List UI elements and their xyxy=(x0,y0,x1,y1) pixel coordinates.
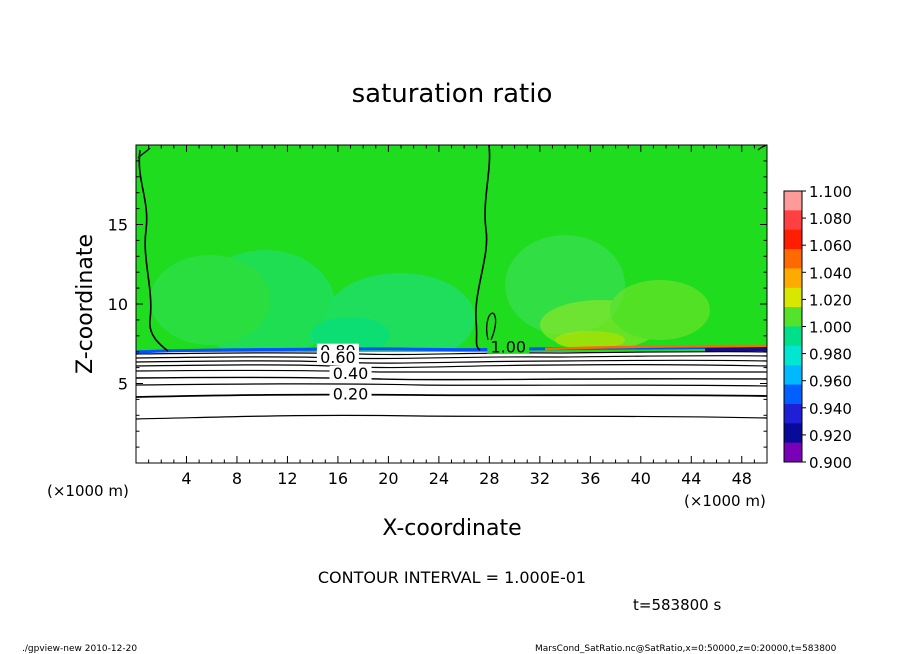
y-tick-label: 10 xyxy=(108,295,128,314)
contour-0.20 xyxy=(135,393,768,398)
layer-boundary-navy xyxy=(704,347,768,352)
colorbar-label: 0.960 xyxy=(809,373,852,391)
footer-left: ./gpview-new 2010-12-20 xyxy=(22,644,137,654)
plot-area: 1.000.800.600.400.20 xyxy=(135,144,768,464)
x-tick-label: 44 xyxy=(681,469,701,488)
contour-0.90 xyxy=(135,350,768,356)
colorbar: 1.100 1.080 1.060 1.040 1.020 1.000 0.980 0.960… xyxy=(783,183,852,472)
contour-1.00-loop xyxy=(486,312,497,343)
colorbar-swatch xyxy=(784,442,802,463)
patch-green-1 xyxy=(150,255,270,345)
x-tick-label: 32 xyxy=(530,469,550,488)
x-unit-label: (×1000 m) xyxy=(684,492,766,510)
colorbar-swatch xyxy=(784,384,802,405)
colorbar-swatch xyxy=(784,191,802,211)
x-tick-label: 8 xyxy=(232,469,242,488)
high-saturation-patches xyxy=(540,280,710,350)
contour-label: 0.20 xyxy=(333,385,369,404)
x-tick-label: 16 xyxy=(328,469,348,488)
x-tick-label: 40 xyxy=(631,469,651,488)
contour-label-group: 1.000.800.600.400.20 xyxy=(316,338,530,404)
colorbar-swatch xyxy=(784,423,802,444)
contour-0.30 xyxy=(135,383,768,387)
contour-0.50 xyxy=(135,369,768,373)
layer-boundary-orange xyxy=(544,344,768,351)
colorbar-swatch xyxy=(784,210,802,231)
contour-0.40 xyxy=(135,376,768,381)
patch-yellowgreen-2 xyxy=(610,280,710,340)
contour-label: 0.60 xyxy=(320,348,356,367)
patch-yellow xyxy=(555,331,625,349)
colorbar-swatch xyxy=(784,365,802,386)
contour-lines xyxy=(135,144,768,420)
y-axis: 5 10 15 xyxy=(108,160,767,448)
colorbar-swatch xyxy=(784,229,802,250)
colorbar-label: 1.040 xyxy=(809,264,852,282)
contour-0.70 xyxy=(135,359,768,364)
colorbar-label: 1.100 xyxy=(809,183,852,201)
contour-label-bg xyxy=(487,339,530,354)
contour-label-bg xyxy=(316,350,359,365)
contour-label: 1.00 xyxy=(490,338,526,357)
colorbar-swatch xyxy=(784,287,802,308)
colorbar-label: 1.000 xyxy=(809,319,852,337)
contour-label-bg xyxy=(329,365,372,380)
layer-white xyxy=(136,352,767,463)
colorbar-swatch xyxy=(784,249,802,269)
contour-1.00-left xyxy=(138,149,169,352)
y-tick-label: 15 xyxy=(108,216,128,235)
colorbar-label: 0.900 xyxy=(809,454,852,472)
colorbar-swatch xyxy=(784,326,802,347)
colorbar-swatch xyxy=(784,307,802,327)
contour-label-bg xyxy=(329,386,372,401)
x-tick-label: 36 xyxy=(580,469,600,488)
colorbar-label: 1.060 xyxy=(809,237,852,255)
colorbar-label: 0.980 xyxy=(809,346,852,364)
y-axis-label: Z-coordinate xyxy=(73,234,98,374)
x-tick-label: 48 xyxy=(732,469,752,488)
x-axis: 4 8 12 16 20 24 28 32 36 40 44 48 xyxy=(148,145,755,488)
time-text: t=583800 s xyxy=(633,596,721,614)
colorbar-label: 0.920 xyxy=(809,427,852,445)
contour-1.00-left-top xyxy=(137,147,151,159)
x-tick-label: 20 xyxy=(378,469,398,488)
colorbar-swatch xyxy=(784,403,802,424)
x-tick-label: 12 xyxy=(277,469,297,488)
contour-1.00-mid xyxy=(475,144,491,351)
contour-0.80 xyxy=(135,354,768,360)
colorbar-label: 1.020 xyxy=(809,291,852,309)
x-tick-label: 28 xyxy=(479,469,499,488)
x-tick-label: 24 xyxy=(429,469,449,488)
y-tick-label: 5 xyxy=(118,375,128,394)
colorbar-swatch xyxy=(784,268,802,289)
colorbar-swatch xyxy=(784,345,802,366)
y-unit-label: (×1000 m) xyxy=(47,482,129,500)
x-axis-label: X-coordinate xyxy=(382,516,521,541)
contour-0.60 xyxy=(135,363,768,369)
contour-interval-text: CONTOUR INTERVAL = 1.000E-01 xyxy=(318,568,586,587)
layer-boundary-blue xyxy=(135,345,768,354)
colorbar-label: 0.940 xyxy=(809,400,852,418)
contour-0.10 xyxy=(135,414,768,420)
contour-label: 0.40 xyxy=(333,364,369,383)
footer-right: MarsCond_SatRatio.nc@SatRatio,x=0:50000,… xyxy=(535,644,837,654)
x-tick-label: 4 xyxy=(181,469,191,488)
colorbar-label: 1.080 xyxy=(809,210,852,228)
chart-title: saturation ratio xyxy=(352,79,553,109)
